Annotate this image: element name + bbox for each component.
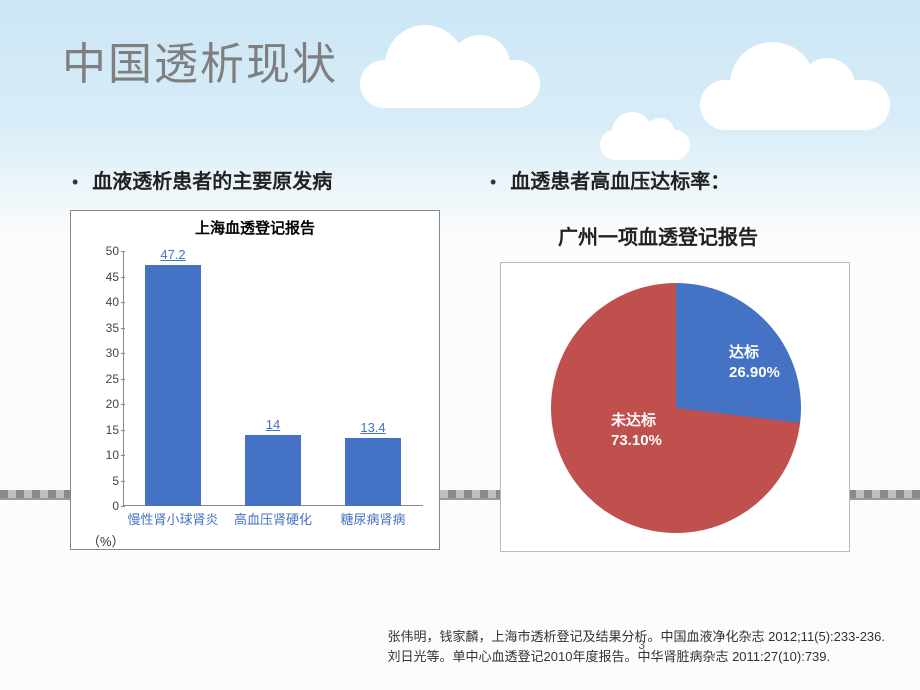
pie-chart xyxy=(551,283,801,533)
bar-chart-plot: 0510152025303540455047.2慢性肾小球肾炎14高血压肾硬化1… xyxy=(123,251,423,506)
bullet-left-text: 血液透析患者的主要原发病 xyxy=(92,165,332,194)
page-title: 中国透析现状 xyxy=(62,28,338,92)
bullet-left: • 血液透析患者的主要原发病 xyxy=(72,165,332,194)
citation-block: 张伟明，钱家麟，上海市透析登记及结果分析。中国血液净化杂志 2012;11(5)… xyxy=(388,627,885,666)
bullet-icon: • xyxy=(72,172,78,193)
bar: 14高血压肾硬化 xyxy=(245,435,301,506)
bar-chart-container: 上海血透登记报告 0510152025303540455047.2慢性肾小球肾炎… xyxy=(70,210,440,550)
citation-line: 刘日光等。单中心血透登记2010年度报告。中华肾脏病杂志 2011:27(10)… xyxy=(388,647,885,667)
bar: 13.4糖尿病肾病 xyxy=(345,438,401,506)
pie-label-1: 达标 26.90% xyxy=(729,343,780,382)
pie-slice-value: 26.90% xyxy=(729,364,780,381)
citation-line: 张伟明，钱家麟，上海市透析登记及结果分析。中国血液净化杂志 2012;11(5)… xyxy=(388,627,885,647)
pie-chart-container: 达标 26.90% 未达标 73.10% xyxy=(500,262,850,552)
bullet-icon: • xyxy=(490,172,496,193)
cloud-decoration xyxy=(600,130,690,160)
pie-label-2: 未达标 73.10% xyxy=(611,411,662,450)
bar-chart-title: 上海血透登记报告 xyxy=(71,211,439,240)
pie-slice-label: 达标 xyxy=(729,344,759,361)
bullet-right-text: 血透患者高血压达标率： xyxy=(510,165,730,194)
bullet-right: • 血透患者高血压达标率： xyxy=(490,165,730,194)
cloud-decoration xyxy=(700,80,890,130)
bar: 47.2慢性肾小球肾炎 xyxy=(145,265,201,506)
pie-subtitle: 广州一项血透登记报告 xyxy=(558,221,758,250)
cloud-decoration xyxy=(360,60,540,108)
y-axis-label: （%） xyxy=(87,531,125,550)
pie-slice-value: 73.10% xyxy=(611,432,662,449)
pie-slice-label: 未达标 xyxy=(611,412,656,429)
